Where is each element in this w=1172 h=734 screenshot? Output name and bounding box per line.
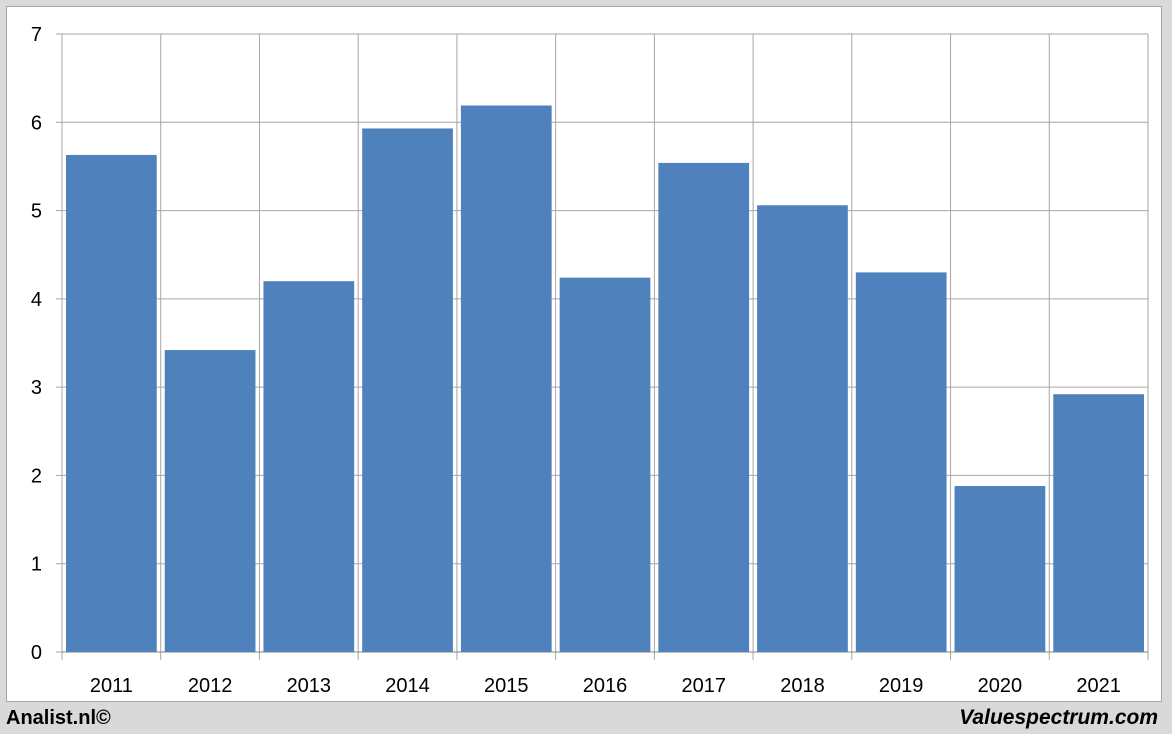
x-axis-ticks: 2011 2012 2013 2014 2015 2016 2017 2018 2019 2020…	[90, 675, 1121, 697]
y-tick-label: 3	[31, 377, 42, 399]
x-tick-label: 2016	[583, 675, 628, 697]
bar-2019	[855, 272, 947, 652]
x-tick-label: 2019	[879, 675, 924, 697]
x-tick-label: 2013	[287, 675, 332, 697]
valuespectrum-credit: Valuespectrum.com	[959, 706, 1158, 729]
bar-2013	[263, 281, 355, 652]
bar-2016	[559, 277, 651, 652]
y-tick-label: 4	[31, 289, 42, 311]
x-tick-label: 2015	[484, 675, 529, 697]
y-tick-label: 1	[31, 554, 42, 576]
bars	[66, 105, 1144, 653]
bar-2011	[66, 154, 157, 653]
x-tick-label: 2021	[1076, 675, 1121, 697]
bar-2012	[164, 350, 256, 652]
x-tick-label: 2018	[780, 675, 825, 697]
y-tick-label: 5	[31, 201, 42, 223]
y-tick-label: 7	[31, 24, 42, 46]
x-tick-label: 2014	[385, 675, 430, 697]
x-tick-label: 2020	[978, 675, 1023, 697]
bar-2018	[757, 205, 848, 652]
bar-2020	[954, 486, 1046, 652]
x-tick-label: 2017	[681, 675, 726, 697]
y-tick-label: 0	[31, 642, 42, 664]
bar-2015	[460, 105, 552, 653]
analist-credit: Analist.nl©	[6, 707, 111, 729]
bar-2021	[1053, 394, 1144, 652]
y-tick-label: 6	[31, 112, 42, 134]
x-tick-label: 2012	[188, 675, 233, 697]
x-tick-label: 2011	[90, 675, 133, 697]
bar-2017	[658, 162, 750, 652]
y-axis-ticks: 0 1 2 3 4 5 6 7	[31, 24, 42, 664]
bar-2014	[362, 128, 453, 653]
y-tick-label: 2	[31, 465, 42, 487]
